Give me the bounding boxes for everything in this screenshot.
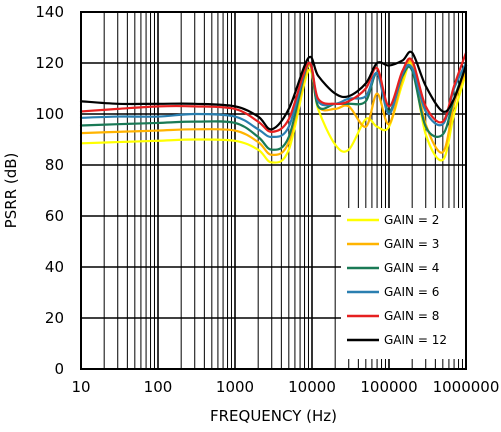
- y-axis-title: PSRR (dB): [2, 153, 20, 229]
- x-tick-label: 100000: [360, 378, 417, 396]
- y-tick-label: 140: [35, 3, 64, 21]
- y-tick-label: 120: [35, 54, 64, 72]
- x-tick-label: 10000: [288, 378, 336, 396]
- x-tick-label: 1000000: [433, 378, 500, 396]
- x-tick-labels: 10 100 1000 10000 100000 1000000: [71, 378, 499, 396]
- x-tick-label: 100: [144, 378, 173, 396]
- y-tick-label: 20: [45, 309, 64, 327]
- series-layer: [79, 50, 468, 164]
- y-tick-labels: 0 20 40 60 80 100 120 140: [35, 3, 64, 378]
- legend-box: [341, 208, 465, 359]
- y-tick-label: 40: [45, 258, 64, 276]
- legend-label: GAIN = 12: [384, 333, 447, 347]
- y-tick-label: 100: [35, 105, 64, 123]
- x-axis-title: FREQUENCY (Hz): [210, 407, 337, 425]
- series-line-gain-12: [79, 50, 468, 131]
- legend: GAIN = 2 GAIN = 3 GAIN = 4 GAIN = 6 GAIN = 8…: [341, 208, 465, 359]
- x-tick-label: 10: [71, 378, 90, 396]
- legend-label: GAIN = 2: [384, 213, 439, 227]
- y-tick-label: 80: [45, 156, 64, 174]
- series-line-gain-3: [79, 59, 468, 157]
- legend-label: GAIN = 4: [384, 261, 439, 275]
- y-tick-label: 60: [45, 207, 64, 225]
- series-line-gain-8: [79, 51, 468, 133]
- x-tick-label: 1000: [216, 378, 254, 396]
- legend-label: GAIN = 6: [384, 285, 439, 299]
- series-line-gain-2: [79, 62, 468, 164]
- series-line-gain-6: [79, 61, 468, 139]
- plot-frame: [80, 11, 467, 370]
- legend-label: GAIN = 8: [384, 309, 439, 323]
- legend-label: GAIN = 3: [384, 237, 439, 251]
- y-tick-label: 0: [54, 360, 64, 378]
